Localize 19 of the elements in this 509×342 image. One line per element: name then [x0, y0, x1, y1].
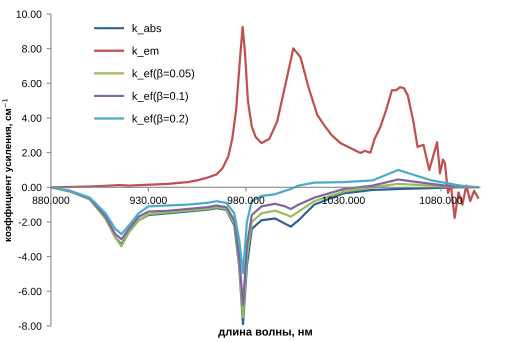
x-axis-title: длина волны, нм [218, 330, 312, 338]
legend-label: k_em [132, 46, 158, 57]
y-tick-label: 2.00 [22, 149, 42, 157]
y-tick-label: -6.00 [18, 288, 42, 296]
legend-label: k_ef(β=0.05) [132, 69, 194, 80]
y-axis-title: коэффициент усиления, см$^{−1}$ [2, 98, 14, 242]
y-tick-label: 6.00 [22, 80, 42, 88]
legend-label: k_abs [132, 24, 162, 34]
x-tick-label: 880.000 [32, 196, 70, 204]
legend-label: k_ef(β=0.2) [132, 114, 188, 125]
y-tick-label: 0.00 [22, 184, 42, 192]
y-tick-label: -8.00 [18, 322, 42, 330]
y-tick-label: -4.00 [18, 253, 42, 260]
x-tick-label: 930.000 [130, 196, 167, 204]
y-tick-label: -2.00 [18, 218, 42, 226]
legend-label: k_ef(β=0.1) [132, 92, 188, 102]
y-tick-label: 4.00 [22, 114, 42, 122]
y-tick-label: 8.00 [22, 45, 42, 53]
y-tick-label: 10.00 [16, 10, 42, 18]
